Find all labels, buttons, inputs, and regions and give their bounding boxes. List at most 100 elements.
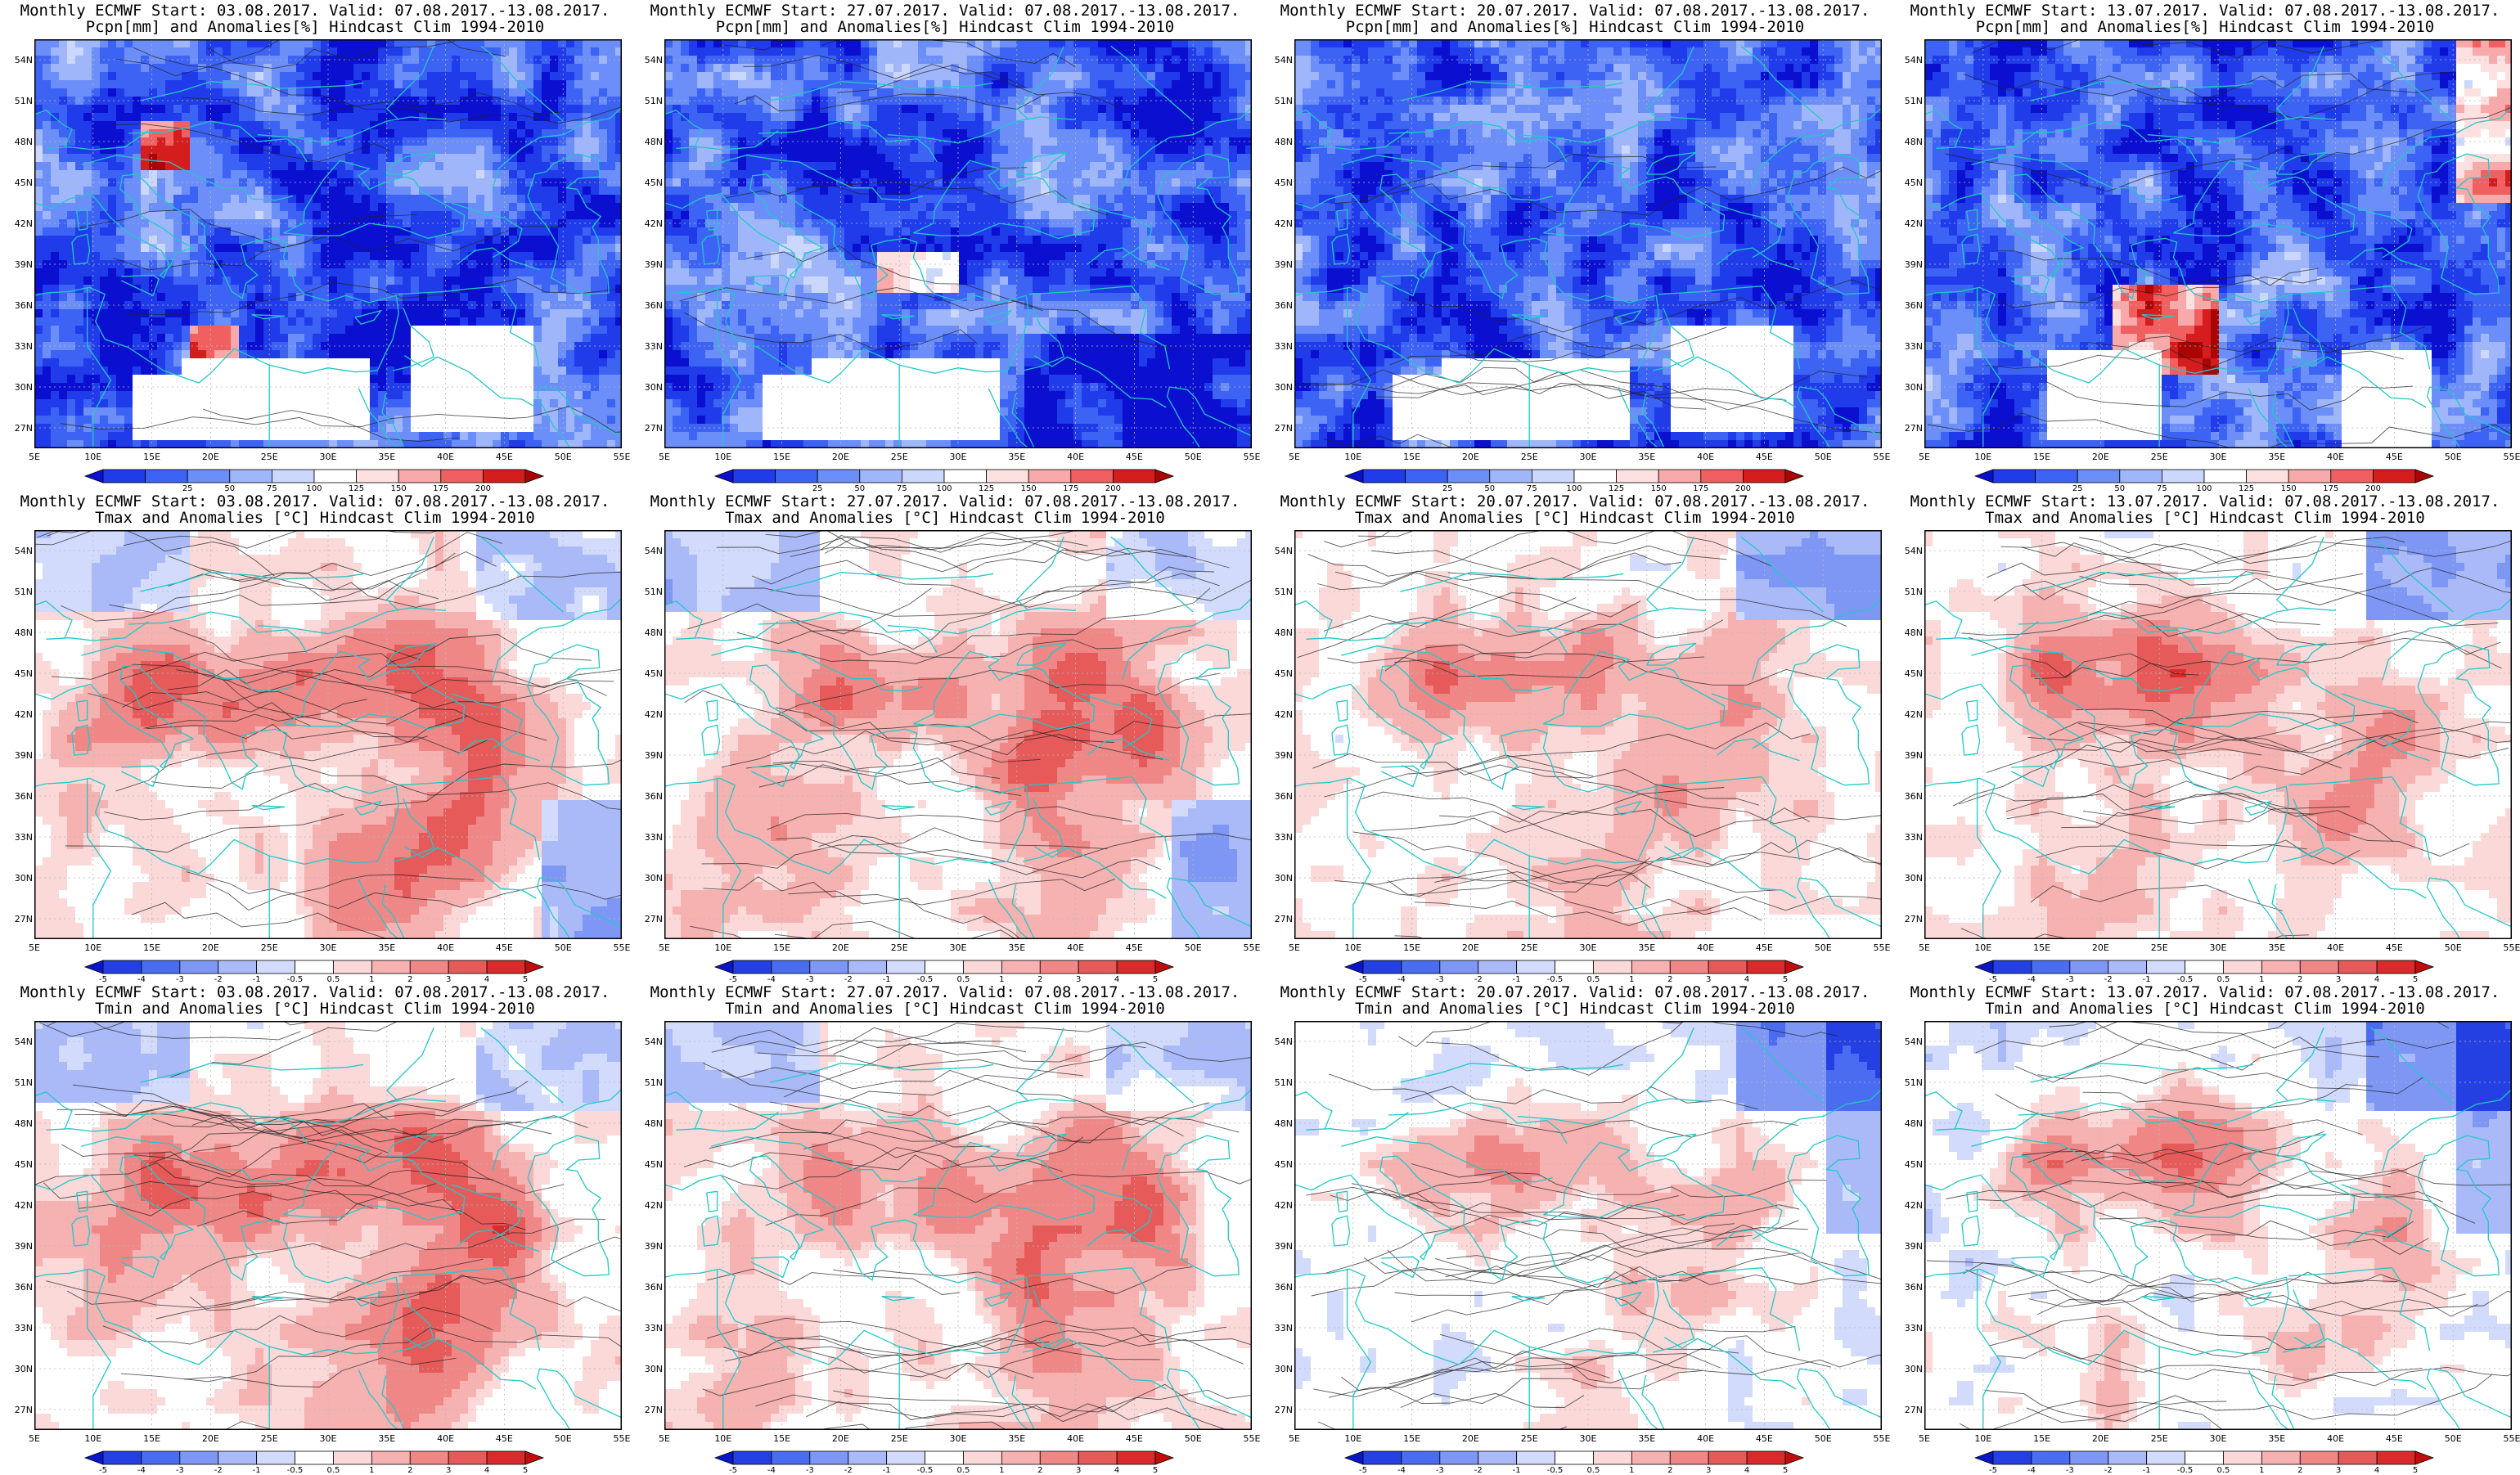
lat-label: 51N [1895,97,1923,106]
lat-label: 30N [635,874,663,883]
anomaly-field [1924,530,2512,939]
lon-label: 50E [1177,1434,1209,1443]
colorbar-min-arrow [85,470,103,483]
colorbar-swatch [2204,470,2247,483]
colorbar-swatch [2108,1451,2147,1464]
colorbar-swatch [1402,1451,1440,1464]
colorbar-label: 2 [1025,1467,1055,1475]
colorbar [1975,960,2433,974]
lat-label: 36N [1265,792,1293,801]
colorbar-swatch [398,470,441,483]
panel-header: Monthly ECMWF Start: 03.08.2017. Valid: … [0,2,630,20]
lat-label: 48N [1265,628,1293,637]
lat-label: 51N [1265,97,1293,106]
lon-label: 15E [136,1434,169,1443]
lon-label: 35E [371,452,403,461]
colorbar-swatch [2261,960,2300,974]
colorbar-swatch [1993,470,2036,483]
colorbar-swatch [483,470,525,483]
colorbar-min-arrow [1975,470,1993,483]
lat-label: 51N [5,97,33,106]
lon-label: 45E [1118,1434,1150,1443]
lon-label: 20E [2084,1434,2117,1443]
lat-label: 39N [635,751,663,760]
colorbar-label: -5 [1348,1467,1378,1475]
lon-label: 15E [766,943,799,952]
lon-label: 50E [1177,452,1209,461]
lat-label: 42N [1265,710,1293,719]
lon-label: 35E [2261,943,2293,952]
lat-label: 45N [1895,669,1923,678]
lat-label: 39N [5,260,33,269]
colorbar-swatch [230,470,272,483]
lon-label: 30E [942,1434,974,1443]
colorbar-swatch [314,470,357,483]
lat-label: 45N [5,669,33,678]
lat-label: 48N [1895,137,1923,146]
anomaly-field [1924,1021,2512,1430]
lat-label: 48N [635,1119,663,1128]
colorbar-swatch [887,960,925,974]
lat-label: 27N [5,1405,33,1414]
map-svg [664,39,1252,448]
lat-label: 54N [1895,546,1923,555]
map-svg [1924,1021,2512,1430]
map-plot [664,530,1252,939]
colorbar-swatch [1993,960,2032,974]
map-svg [1294,1021,1882,1430]
colorbar-swatch [2223,1451,2261,1464]
lat-label: 39N [1895,1242,1923,1251]
lat-label: 39N [5,751,33,760]
colorbar-swatch [2147,960,2185,974]
lat-label: 54N [1895,56,1923,65]
colorbar-label: -0.5 [911,1467,940,1475]
lat-label: 45N [635,178,663,187]
lon-label: 5E [648,943,681,952]
lon-label: 45E [1118,943,1150,952]
colorbar-swatch [1593,960,1631,974]
colorbar-swatch [1071,470,1114,483]
colorbar-label: -2 [2094,1467,2123,1475]
colorbar [1345,470,1803,483]
colorbar [1975,470,2433,483]
map-panel: Monthly ECMWF Start: 20.07.2017. Valid: … [1260,491,1890,982]
lat-label: 54N [1265,1037,1293,1046]
panel-variable: Tmin and Anomalies [°C] Hindcast Clim 19… [630,1000,1260,1018]
lat-label: 27N [5,915,33,924]
colorbar-swatch [1574,470,1617,483]
lat-label: 48N [1265,1119,1293,1128]
lon-label: 50E [1177,943,1209,952]
lat-label: 30N [1895,874,1923,883]
lon-label: 25E [253,1434,286,1443]
lon-label: 50E [1807,452,1839,461]
colorbar-swatch [333,1451,371,1464]
colorbar [1345,960,1803,974]
lon-label: 15E [1396,943,1429,952]
colorbar-swatch [1001,960,1040,974]
colorbar-swatch [2300,1451,2338,1464]
colorbar-swatch [772,960,810,974]
colorbar-swatch [487,1451,525,1464]
lat-label: 51N [5,587,33,596]
lat-label: 48N [5,137,33,146]
panel-header: Monthly ECMWF Start: 03.08.2017. Valid: … [0,983,630,1001]
lon-label: 15E [1396,452,1429,461]
lon-label: 20E [194,943,227,952]
lon-label: 45E [1748,943,1780,952]
lon-label: 10E [77,943,110,952]
lon-label: 20E [2084,943,2117,952]
lon-label: 40E [430,452,462,461]
panel-variable: Pcpn[mm] and Anomalies[%] Hindcast Clim … [1890,18,2520,36]
lat-label: 33N [1895,833,1923,842]
colorbar-swatch [357,470,399,483]
colorbar-label: -4 [757,1467,786,1475]
colorbar-label: 3 [1694,1467,1723,1475]
map-plot [34,1021,622,1430]
lon-label: 40E [1060,1434,1092,1443]
colorbar-swatch [2036,470,2078,483]
lon-label: 30E [942,452,974,461]
lat-label: 33N [1265,342,1293,351]
colorbar-label: -0.5 [1541,1467,1570,1475]
map-svg [1924,39,2512,448]
lon-label: 35E [1631,1434,1663,1443]
